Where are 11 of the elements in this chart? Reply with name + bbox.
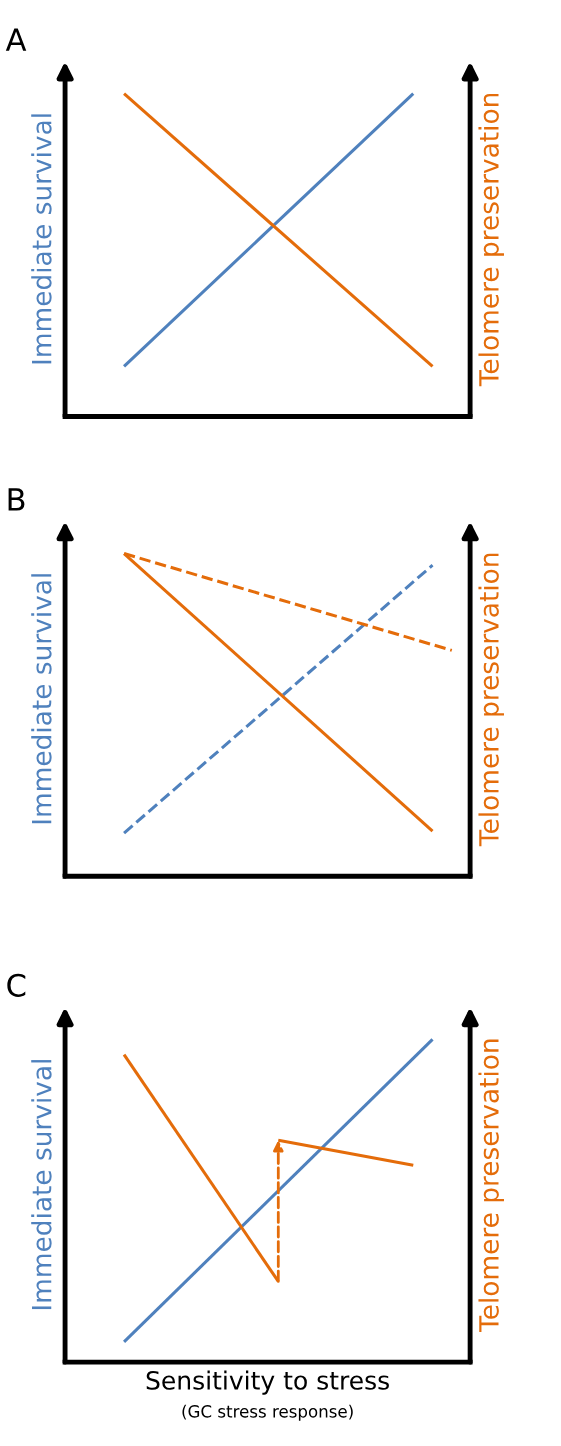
- y-axis-title: Immediate survival: [31, 574, 52, 824]
- y2-axis-title: Telomere preservation: [478, 553, 504, 847]
- y2-axis-title: Telomere preservation: [478, 93, 504, 387]
- chart-title: A: [5, 28, 27, 51]
- chart-title: B: [8, 488, 25, 511]
- y2-axis-title: Telomere preservation: [478, 1039, 504, 1333]
- chart-title: C: [7, 973, 26, 997]
- text: (GC stress response): [182, 1404, 353, 1421]
- y-axis-title: Immediate survival: [31, 114, 52, 364]
- y-axis-title: Immediate survival: [31, 1060, 52, 1310]
- x-axis-title: Sensitivity to stress: [146, 1370, 389, 1395]
